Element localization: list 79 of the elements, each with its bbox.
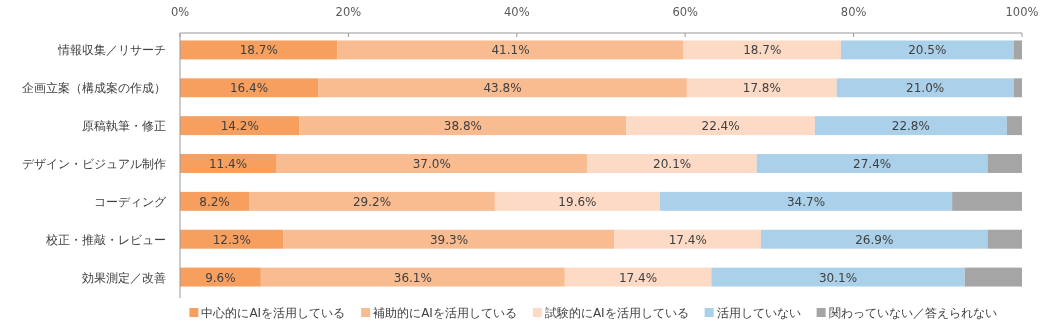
bar <box>283 229 615 249</box>
legend-label: 試験的にAIを活用している <box>544 306 689 320</box>
bar <box>686 78 837 98</box>
bar <box>564 267 712 287</box>
bar <box>249 191 495 211</box>
bar <box>964 267 1022 287</box>
bar <box>318 78 687 98</box>
data-label: 17.8% <box>742 81 781 96</box>
data-label: 11.4% <box>208 157 248 171</box>
bar <box>337 40 684 60</box>
bar <box>683 40 841 60</box>
bar <box>1013 78 1022 98</box>
bar <box>587 154 757 173</box>
bar <box>952 191 1022 211</box>
bar <box>180 78 319 98</box>
data-label: 34.7% <box>786 194 826 209</box>
y-tick-label: コーディング <box>94 194 167 209</box>
data-label: 22.8% <box>891 119 930 134</box>
data-label: 39.3% <box>429 232 469 247</box>
data-label: 26.9% <box>855 232 894 247</box>
data-label: 27.4% <box>853 157 892 171</box>
bar <box>711 267 965 287</box>
legend-label: 中心的にAIを活用している <box>201 306 346 320</box>
bar <box>987 154 1022 173</box>
bar <box>814 116 1007 136</box>
bar <box>626 116 815 136</box>
data-label: 12.3% <box>212 232 251 247</box>
data-label: 30.1% <box>818 270 858 285</box>
x-tick-label: 100% <box>1005 5 1039 19</box>
bar <box>840 40 1014 60</box>
data-label: 19.6% <box>558 194 597 209</box>
bar <box>494 191 660 211</box>
x-tick-label: 80% <box>840 5 867 19</box>
data-label: 36.1% <box>393 270 432 285</box>
data-label: 20.1% <box>653 157 692 171</box>
bar <box>1006 116 1022 136</box>
x-tick-label: 0% <box>170 5 190 19</box>
bar <box>275 154 588 173</box>
y-tick-label: 企画立案（構成案の作成） <box>22 81 166 96</box>
bar <box>180 40 338 60</box>
y-tick-label: 校正・推敲・レビュー <box>45 232 166 247</box>
bar <box>756 154 988 173</box>
x-tick-label: 40% <box>504 5 530 19</box>
bar <box>180 229 284 249</box>
bar <box>659 191 953 211</box>
legend-label: 関わっていない／答えられない <box>828 306 997 320</box>
data-label: 37.0% <box>412 157 451 171</box>
bar <box>987 229 1022 249</box>
y-tick-label: 情報収集／リサーチ <box>57 43 166 58</box>
data-label: 17.4% <box>668 232 707 247</box>
x-tick-label: 20% <box>335 5 362 19</box>
data-label: 16.4% <box>229 81 269 96</box>
data-label: 14.2% <box>220 119 259 134</box>
data-label: 38.8% <box>443 119 482 134</box>
legend-label: 活用していない <box>716 306 801 320</box>
bar <box>260 267 565 287</box>
data-label: 8.2% <box>199 194 230 209</box>
data-label: 22.4% <box>701 119 740 134</box>
bar <box>1013 40 1022 60</box>
legend-label: 補助的にAIを活用している <box>373 306 517 320</box>
data-label: 18.7% <box>239 43 278 58</box>
data-label: 17.4% <box>618 270 658 285</box>
data-label: 41.1% <box>491 43 530 58</box>
x-tick-label: 60% <box>672 5 699 19</box>
data-label: 9.6% <box>205 270 236 285</box>
data-label: 43.8% <box>483 81 522 96</box>
bar <box>614 229 761 249</box>
y-tick-label: 原稿執筆・修正 <box>82 119 166 134</box>
bar <box>180 154 276 173</box>
data-label: 18.7% <box>743 43 782 58</box>
bar <box>180 116 300 136</box>
data-label: 20.5% <box>908 43 947 58</box>
bar <box>760 229 988 249</box>
bar <box>836 78 1014 98</box>
data-label: 29.2% <box>352 194 392 209</box>
y-tick-label: デザイン・ビジュアル制作 <box>22 157 166 171</box>
bar <box>299 116 627 136</box>
y-tick-label: 効果測定／改善 <box>82 270 166 285</box>
data-label: 21.0% <box>906 81 945 96</box>
